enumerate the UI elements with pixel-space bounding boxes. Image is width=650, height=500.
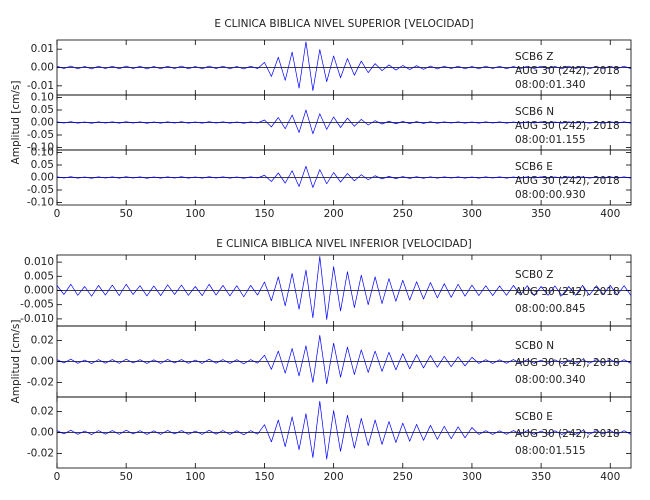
trace-date: AUG 30 (242), 2018: [515, 428, 620, 440]
x-tick-label: 350: [531, 208, 551, 220]
y-tick-label: 0.05: [31, 104, 54, 116]
x-tick-label: 250: [393, 208, 413, 220]
y-tick-label: 0.00: [31, 117, 54, 129]
x-tick-label: 0: [54, 208, 61, 220]
x-tick-label: 50: [119, 471, 132, 483]
waveform: [56, 335, 632, 384]
trace-time: 08:00:00.340: [515, 374, 586, 386]
trace-station: SCB0 E: [515, 411, 553, 423]
y-tick-label: 0.00: [31, 62, 54, 74]
y-tick-label: -0.10: [27, 197, 54, 209]
x-tick-label: 300: [462, 471, 482, 483]
trace-time: 08:00:01.515: [515, 445, 586, 457]
trace-time: 08:00:01.155: [515, 134, 586, 146]
trace-date: AUG 30 (242), 2018: [515, 120, 620, 132]
x-tick-label: 0: [54, 471, 61, 483]
y-tick-label: 0.02: [31, 406, 54, 418]
y-tick-label: 0.005: [24, 270, 54, 282]
y-tick-label: -0.05: [27, 129, 54, 141]
x-tick-label: 50: [119, 208, 132, 220]
y-tick-label: 0.02: [31, 335, 54, 347]
x-tick-label: 150: [254, 208, 274, 220]
trace-date: AUG 30 (242), 2018: [515, 357, 620, 369]
trace-station: SCB6 E: [515, 161, 553, 173]
trace-station: SCB6 Z: [515, 51, 553, 63]
trace-station: SCB0 Z: [515, 269, 553, 281]
trace-date: AUG 30 (242), 2018: [515, 175, 620, 187]
y-tick-label: 0.00: [31, 427, 54, 439]
trace-date: AUG 30 (242), 2018: [515, 65, 620, 77]
x-tick-label: 350: [531, 471, 551, 483]
waveform: [56, 165, 632, 188]
x-tick-label: 200: [324, 208, 344, 220]
trace-time: 08:00:01.340: [515, 79, 586, 91]
x-tick-label: 150: [254, 471, 274, 483]
x-tick-label: 400: [600, 471, 620, 483]
y-tick-label: 0.10: [31, 147, 54, 159]
waveform: [56, 109, 632, 135]
y-axis-label: Amplitud [cm/s]: [10, 320, 22, 404]
x-tick-label: 400: [600, 208, 620, 220]
chart-title: E CLINICA BIBLICA NIVEL SUPERIOR [VELOCI…: [214, 18, 473, 30]
y-tick-label: 0.000: [24, 285, 54, 297]
trace-date: AUG 30 (242), 2018: [515, 286, 620, 298]
chart-title: E CLINICA BIBLICA NIVEL INFERIOR [VELOCI…: [216, 238, 472, 250]
waveform: [56, 256, 632, 320]
y-tick-label: 0.00: [31, 172, 54, 184]
waveform: [56, 41, 632, 91]
x-tick-label: 250: [393, 471, 413, 483]
trace-station: SCB6 N: [515, 106, 554, 118]
y-tick-label: -0.02: [27, 376, 54, 388]
trace-time: 08:00:00.930: [515, 189, 586, 201]
trace-time: 08:00:00.845: [515, 303, 586, 315]
x-tick-label: 100: [185, 471, 205, 483]
x-tick-label: 300: [462, 208, 482, 220]
y-tick-label: -0.010: [20, 313, 54, 325]
x-tick-label: 100: [185, 208, 205, 220]
waveform: [56, 400, 632, 460]
y-axis-label: Amplitud [cm/s]: [10, 81, 22, 165]
y-tick-label: 0.00: [31, 356, 54, 368]
y-tick-label: -0.005: [20, 299, 54, 311]
y-tick-label: -0.05: [27, 184, 54, 196]
x-tick-label: 200: [324, 471, 344, 483]
y-tick-label: 0.010: [24, 256, 54, 268]
y-tick-label: -0.02: [27, 447, 54, 459]
y-tick-label: 0.10: [31, 92, 54, 104]
y-tick-label: -0.01: [27, 80, 54, 92]
y-tick-label: -0.10: [27, 142, 54, 154]
y-tick-label: 0.01: [31, 43, 54, 55]
trace-station: SCB0 N: [515, 340, 554, 352]
y-tick-label: 0.05: [31, 159, 54, 171]
